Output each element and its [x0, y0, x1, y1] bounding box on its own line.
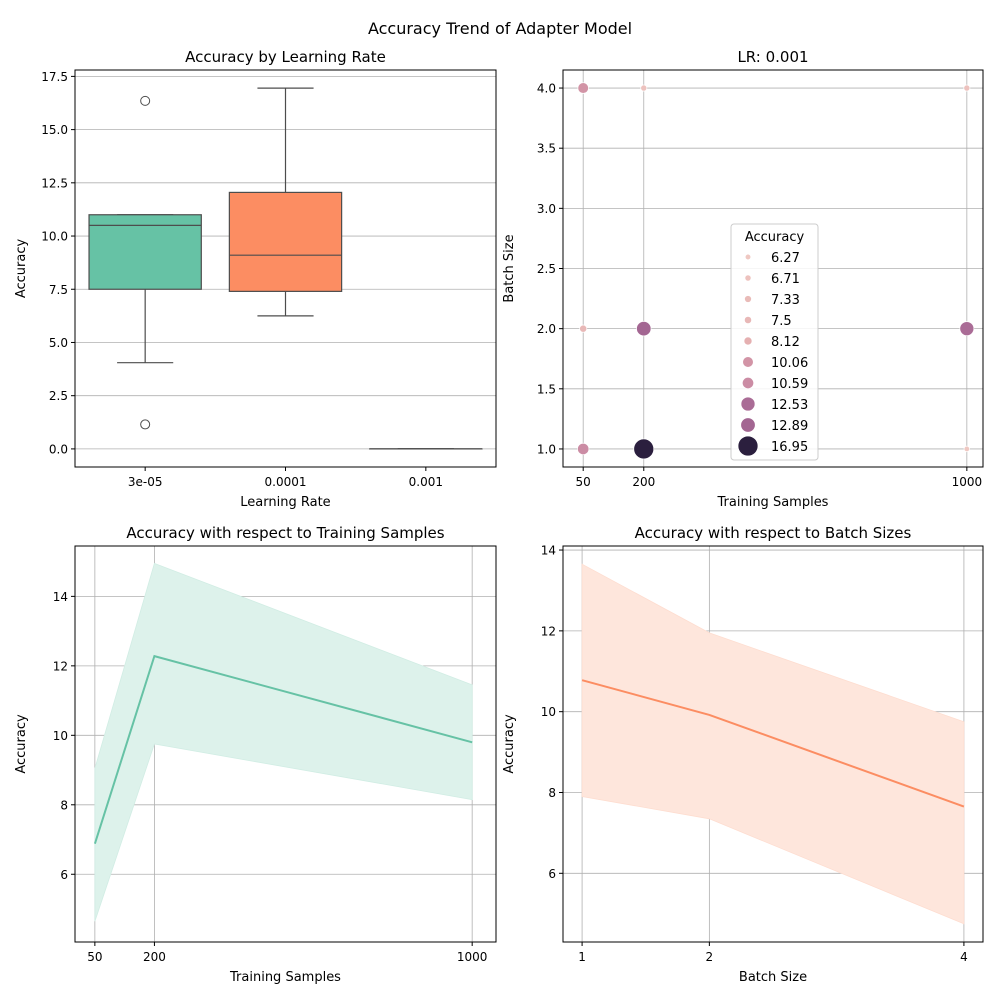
legend-marker: [744, 295, 752, 303]
legend-marker: [744, 253, 752, 261]
x-tick-label: 50: [87, 950, 102, 964]
scatter-point: [577, 82, 589, 94]
y-tick-label: 10: [541, 705, 556, 719]
legend-marker: [744, 316, 752, 324]
y-tick-label: 2.5: [537, 262, 556, 276]
legend-entry-label: 7.33: [771, 293, 800, 308]
box-plot-panel: 0.0 2.5 5.0 7.5 10.0 12.5 15.0 17.5 3e-05 0.0001 0…: [14, 48, 497, 510]
legend-entry-label: 6.71: [771, 272, 800, 287]
panel-title: Accuracy with respect to Batch Sizes: [635, 524, 912, 542]
y-tick-label: 6: [60, 868, 68, 882]
x-tick-label: 200: [632, 475, 655, 489]
y-tick-label: 12: [53, 659, 68, 673]
y-tick-label: 12.5: [41, 176, 68, 190]
series-line: [93, 654, 473, 845]
legend-marker: [743, 336, 753, 346]
x-axis-label: Training Samples: [229, 970, 341, 985]
scatter-point: [640, 84, 648, 92]
y-tick-label: 7.5: [49, 283, 68, 297]
y-axis-label: Accuracy: [502, 714, 517, 774]
y-tick-label: 5.0: [49, 336, 68, 350]
axes-frame: [562, 69, 984, 468]
panel-title: Accuracy by Learning Rate: [185, 48, 386, 66]
legend-entry-label: 12.89: [771, 419, 808, 434]
legend-marker: [740, 396, 756, 412]
y-tick-label: 2.0: [537, 322, 556, 336]
y-tick-label: 6: [548, 867, 556, 881]
x-tick-label: 1000: [457, 950, 488, 964]
legend-entry-label: 16.95: [771, 440, 808, 455]
y-tick-label: 14: [541, 544, 556, 558]
figure-title: Accuracy Trend of Adapter Model: [368, 19, 632, 38]
scatter-point: [959, 321, 975, 337]
axes-frame: [74, 69, 497, 468]
y-tick-label: 14: [53, 590, 68, 604]
y-tick-label: 0.0: [49, 442, 68, 456]
legend-title: Accuracy: [745, 230, 805, 245]
y-axis-label: Accuracy: [14, 239, 29, 299]
y-tick-label: 10.0: [41, 230, 68, 244]
y-tick-label: 4.0: [537, 82, 556, 96]
confidence-band: [581, 563, 965, 925]
panel-title: Accuracy with respect to Training Sample…: [126, 524, 444, 542]
legend-entry-label: 10.06: [771, 356, 808, 371]
series-line: [581, 679, 965, 808]
y-tick-label: 1.0: [537, 442, 556, 456]
x-tick-label: 3e-05: [128, 475, 163, 489]
y-tick-label: 10: [53, 729, 68, 743]
legend-entry-label: 8.12: [771, 335, 800, 350]
x-tick-label: 2: [706, 950, 714, 964]
x-axis-label: Batch Size: [739, 970, 807, 985]
legend-entry-label: 6.27: [771, 251, 800, 266]
x-tick-label: 200: [143, 950, 166, 964]
x-tick-label: 1000: [952, 475, 983, 489]
y-axis-label: Batch Size: [502, 234, 517, 302]
axes-frame: [74, 545, 497, 943]
legend-marker: [741, 376, 755, 390]
y-tick-label: 17.5: [41, 70, 68, 84]
legend-marker: [737, 435, 759, 457]
scatter-point: [636, 321, 652, 337]
y-tick-label: 3.0: [537, 202, 556, 216]
y-tick-label: 12: [541, 624, 556, 638]
legend-marker: [740, 417, 756, 433]
legend-entry-label: 12.53: [771, 398, 808, 413]
line-plot-training-samples-panel: 6 8 10 12 14 50 200 1000 Accuracy with respect t…: [14, 524, 497, 985]
x-tick-label: 0.001: [409, 475, 443, 489]
legend-marker: [742, 356, 754, 368]
scatter-plot-panel: 1.0 1.5 2.0 2.5 3.0 3.5 4.0 50 200 1000 LR: 0.001 T…: [502, 48, 984, 510]
scatter-point: [633, 438, 655, 460]
x-tick-label: 1: [578, 950, 586, 964]
y-tick-label: 1.5: [537, 382, 556, 396]
y-tick-label: 8: [60, 798, 68, 812]
y-tick-label: 15.0: [41, 123, 68, 137]
y-tick-label: 8: [548, 786, 556, 800]
box-body: [228, 191, 343, 292]
axes-frame: [562, 545, 984, 943]
x-axis-label: Training Samples: [717, 495, 829, 510]
box-body: [88, 214, 202, 290]
scatter-point: [963, 445, 970, 453]
box-outlier: [140, 419, 151, 430]
scatter-point: [577, 442, 590, 456]
x-tick-label: 0.0001: [265, 475, 307, 489]
y-tick-label: 2.5: [49, 389, 68, 403]
panel-title: LR: 0.001: [737, 48, 808, 66]
y-axis-label: Accuracy: [14, 714, 29, 774]
x-tick-label: 50: [576, 475, 591, 489]
confidence-band: [94, 562, 473, 922]
x-tick-label: 4: [960, 950, 968, 964]
scatter-point: [579, 324, 588, 333]
scatter-point: [963, 84, 971, 92]
box-outlier: [140, 95, 151, 106]
legend-marker: [744, 274, 752, 282]
y-tick-label: 3.5: [537, 142, 556, 156]
x-axis-label: Learning Rate: [240, 495, 330, 510]
legend-entry-label: 10.59: [771, 377, 808, 392]
legend-entry-label: 7.5: [771, 314, 792, 329]
